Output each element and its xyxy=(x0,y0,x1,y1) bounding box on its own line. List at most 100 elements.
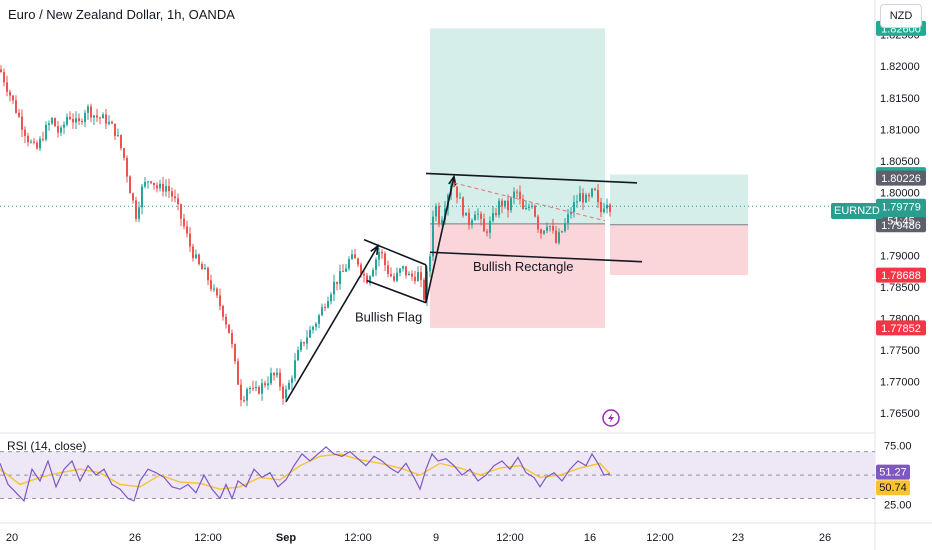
candle-body xyxy=(171,191,173,197)
candle-body xyxy=(63,124,65,128)
candle-body xyxy=(504,200,506,207)
candle-body xyxy=(390,273,392,277)
candle-body xyxy=(153,182,155,186)
impulse-line-2[interactable] xyxy=(425,176,455,303)
candle-body xyxy=(342,271,344,273)
time-tick-label: Sep xyxy=(276,532,296,544)
candle-body xyxy=(531,205,533,207)
candle-body xyxy=(81,120,83,123)
candle-body xyxy=(348,259,350,269)
arrow-head xyxy=(370,244,380,255)
countdown-label: 51:45 xyxy=(887,215,915,227)
rsi-tick-label: 25.00 xyxy=(884,499,912,511)
candle-body xyxy=(588,194,590,197)
candle-body xyxy=(84,112,86,123)
candle-body xyxy=(417,272,419,282)
candle-body xyxy=(102,114,104,119)
candle-body xyxy=(549,226,551,228)
impulse-line[interactable] xyxy=(285,245,379,403)
price-tick-label: 1.79000 xyxy=(880,250,920,262)
candle-body xyxy=(225,316,227,325)
candle-body xyxy=(207,267,209,281)
price-tick-label: 1.82000 xyxy=(880,61,920,73)
rsi-ma-value-tag xyxy=(876,480,910,496)
price-tag xyxy=(876,320,926,336)
candle-body xyxy=(573,202,575,213)
candle-body xyxy=(303,341,305,344)
price-tick-label: 1.80000 xyxy=(880,187,920,199)
candle-body xyxy=(432,216,434,257)
price-tick-label: 1.81000 xyxy=(880,124,920,136)
candle-body xyxy=(570,212,572,215)
candle-body xyxy=(240,384,242,400)
candle-body xyxy=(597,189,599,203)
candle-body xyxy=(54,118,56,127)
candle-body xyxy=(33,141,35,143)
candle-body xyxy=(315,323,317,327)
candle-body xyxy=(486,231,488,233)
flag-bottom-line[interactable] xyxy=(366,279,427,304)
candle-body xyxy=(525,208,527,210)
candle-body xyxy=(510,198,512,211)
candle-body xyxy=(339,271,341,285)
candle-body xyxy=(201,264,203,270)
candle-body xyxy=(90,106,92,118)
rsi-tick-label: 75.00 xyxy=(884,441,912,453)
candle-body xyxy=(546,226,548,231)
candle-body xyxy=(177,198,179,205)
candle-body xyxy=(312,326,314,330)
flag-top-line[interactable] xyxy=(363,238,427,266)
candle-body xyxy=(495,213,497,215)
candle-body xyxy=(132,193,134,201)
candle-body xyxy=(231,333,233,345)
candle-body xyxy=(384,253,386,266)
candle-body xyxy=(441,220,443,225)
candle-body xyxy=(72,119,74,123)
candle-body xyxy=(465,212,467,216)
projection-dashed-line xyxy=(453,182,606,222)
candle-body xyxy=(258,386,260,394)
candle-body xyxy=(234,344,236,362)
candle-body xyxy=(351,254,353,260)
time-tick-label: 12:00 xyxy=(496,532,524,544)
currency-button[interactable]: NZD xyxy=(880,4,922,28)
candle-body xyxy=(147,181,149,183)
price-tag-label: 1.79779 xyxy=(881,201,921,213)
rectangle-bottom-line[interactable] xyxy=(429,251,643,263)
price-tag-label: 1.78688 xyxy=(881,270,921,282)
candle-body xyxy=(309,329,311,338)
rsi-title: RSI (14, close) xyxy=(7,439,87,453)
candle-body xyxy=(9,91,11,96)
candle-body xyxy=(48,123,50,125)
candle-body xyxy=(87,106,89,113)
candle-body xyxy=(498,200,500,215)
candle-body xyxy=(528,206,530,209)
candle-body xyxy=(129,176,131,194)
candle-body xyxy=(420,272,422,281)
rectangle-top-line[interactable] xyxy=(425,172,638,184)
candle-body xyxy=(249,387,251,390)
price-tick-label: 1.81500 xyxy=(880,93,920,105)
lightning-icon[interactable] xyxy=(602,409,620,427)
price-tick-label: 1.78500 xyxy=(880,282,920,294)
candle-body xyxy=(462,197,464,216)
rsi-ma-value-label: 50.74 xyxy=(879,482,907,494)
candle-body xyxy=(96,115,98,118)
candle-body xyxy=(159,183,161,189)
candle-body xyxy=(45,124,47,140)
candle-body xyxy=(165,186,167,192)
candle-body xyxy=(405,266,407,276)
candle-body xyxy=(282,386,284,399)
candle-body xyxy=(516,191,518,193)
candle-body xyxy=(402,266,404,269)
position_1-stop-zone[interactable] xyxy=(430,223,605,328)
candle-body xyxy=(27,135,29,143)
position_2-stop-zone[interactable] xyxy=(610,224,748,276)
candle-body xyxy=(372,270,374,277)
time-tick-label: 16 xyxy=(584,532,596,544)
chart-title: Euro / New Zealand Dollar, 1h, OANDA xyxy=(8,7,235,22)
candle-body xyxy=(0,69,2,73)
candle-body xyxy=(330,294,332,302)
candle-body xyxy=(363,273,365,276)
